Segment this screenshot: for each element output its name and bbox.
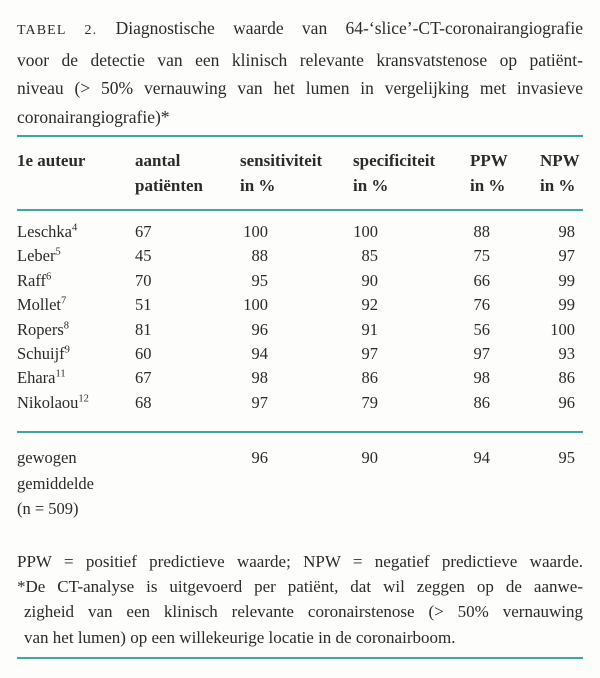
specificity-cell: 79	[361, 392, 379, 412]
column-header-patients: aantal patiënten	[135, 151, 203, 195]
author-cell: Ropers8	[17, 319, 69, 339]
specificity-cell: 97	[361, 344, 379, 364]
column-header-sensitivity: sensitiviteit in %	[240, 151, 323, 195]
table-row: Leber5 45 88 85 75 97	[17, 244, 583, 268]
patients-cell: 70	[135, 270, 152, 290]
table-row: Raff6 70 95 90 66 99	[17, 269, 583, 293]
ppw-cell: 88	[473, 222, 491, 241]
npw-cell: 98	[558, 222, 576, 241]
patients-cell: 51	[135, 295, 152, 315]
author-ref-superscript: 11	[55, 368, 66, 380]
summary-row: gewogen gemiddelde (n = 509) 96 90 94 95	[17, 445, 583, 522]
table-row: Ropers8 81 96 91 56 100	[17, 318, 583, 342]
specificity-cell: 90	[361, 270, 379, 290]
title-line-4: coronairangiografie)*	[17, 106, 170, 127]
author-ref-superscript: 8	[63, 320, 69, 332]
summary-npw-cell: 95	[558, 448, 576, 468]
column-header-author: 1e auteur	[17, 151, 86, 170]
column-header-specificity: specificiteit in %	[353, 151, 436, 195]
title-line-3: niveau (> 50% vernauwing van het lumen i…	[17, 78, 583, 98]
table-number-label: TABEL 2.	[17, 23, 98, 38]
author-cell: Mollet7	[17, 295, 67, 315]
npw-cell: 99	[558, 270, 576, 290]
bottom-rule	[17, 656, 583, 659]
summary-label: gewogen gemiddelde (n = 509)	[17, 448, 94, 519]
title-line-2: voor de detectie van een klinisch releva…	[17, 49, 583, 70]
patients-cell: 60	[135, 344, 152, 364]
sensitivity-cell: 100	[243, 295, 268, 315]
table-row: Leschka4 67 100 100 88 98	[17, 220, 583, 244]
patients-cell: 67	[135, 368, 152, 388]
author-cell: Leber5	[17, 246, 61, 266]
specificity-cell: 85	[361, 246, 379, 266]
header-separator-rule	[17, 209, 583, 211]
specificity-cell: 91	[361, 319, 379, 339]
npw-cell: 100	[550, 319, 575, 339]
summary-section: gewogen gemiddelde (n = 509) 96 90 94 95	[17, 433, 583, 522]
column-header-ppw: PPW in %	[470, 151, 508, 195]
sensitivity-cell: 95	[251, 270, 269, 290]
table-row: Ehara11 67 98 86 98 86	[17, 366, 583, 390]
column-header-npw: NPW in %	[540, 151, 580, 195]
ppw-cell: 86	[473, 392, 491, 412]
author-cell: Leschka4	[17, 222, 78, 241]
patients-cell: 45	[135, 246, 152, 266]
footnote-line-3: zigheid van een klinisch relevante coron…	[24, 602, 583, 622]
author-ref-superscript: 4	[71, 222, 78, 234]
summary-sensitivity-cell: 96	[251, 448, 269, 468]
footnote-line-4: van het lumen) op een willekeurige locat…	[24, 627, 456, 647]
footnote-line-2: *De CT-analyse is uitgevoerd per patiënt…	[17, 577, 583, 597]
ppw-cell: 75	[473, 246, 491, 266]
ppw-cell: 76	[473, 295, 491, 315]
sensitivity-cell: 88	[251, 246, 269, 266]
author-ref-superscript: 9	[64, 344, 70, 356]
table-row: Nikolaou12 68 97 79 86 96	[17, 391, 583, 415]
title-line-1-text: Diagnostische waarde van 64-‘slice’-CT-c…	[115, 18, 583, 38]
ppw-cell: 97	[473, 344, 491, 364]
npw-cell: 99	[558, 295, 576, 315]
patients-cell: 68	[135, 392, 152, 412]
npw-cell: 93	[558, 344, 576, 364]
specificity-cell: 100	[353, 222, 378, 241]
top-rule	[17, 135, 583, 137]
table-row: Mollet7 51 100 92 76 99	[17, 293, 583, 317]
sensitivity-cell: 98	[251, 368, 269, 388]
page: TABEL 2. Diagnostische waarde van 64-‘sl…	[17, 14, 583, 659]
npw-cell: 96	[558, 392, 576, 412]
ppw-cell: 66	[473, 270, 491, 290]
ppw-cell: 98	[473, 368, 491, 388]
table-title: TABEL 2. Diagnostische waarde van 64-‘sl…	[17, 14, 583, 131]
summary-separator-rule	[17, 431, 583, 434]
author-ref-superscript: 7	[61, 295, 67, 307]
author-ref-superscript: 5	[55, 246, 61, 258]
table-body: Leschka4 67 100 100 88 98 Leber5 45 88 8…	[17, 211, 583, 431]
title-line-1: TABEL 2. Diagnostische waarde van 64-‘sl…	[17, 14, 583, 46]
npw-cell: 86	[558, 368, 576, 388]
npw-cell: 97	[558, 246, 576, 266]
ppw-cell: 56	[473, 319, 491, 339]
footnote-line-1: PPW = positief predictieve waarde; NPW =…	[17, 551, 583, 571]
author-cell: Nikolaou12	[17, 392, 89, 412]
author-cell: Ehara11	[17, 368, 66, 388]
specificity-cell: 86	[361, 368, 379, 388]
summary-ppw-cell: 94	[473, 448, 491, 468]
sensitivity-cell: 100	[243, 222, 268, 241]
sensitivity-cell: 96	[251, 319, 269, 339]
patients-cell: 67	[135, 222, 152, 241]
specificity-cell: 92	[361, 295, 379, 315]
author-ref-superscript: 6	[46, 271, 52, 283]
author-ref-superscript: 12	[78, 393, 89, 405]
sensitivity-cell: 94	[251, 344, 269, 364]
summary-specificity-cell: 90	[361, 448, 379, 468]
table-header-row: 1e auteur aantal patiënten sensitiviteit…	[17, 137, 583, 209]
footnotes: PPW = positief predictieve waarde; NPW =…	[17, 549, 583, 650]
patients-cell: 81	[135, 319, 152, 339]
table-row: Schuijf9 60 94 97 97 93	[17, 342, 583, 366]
author-cell: Raff6	[17, 270, 52, 290]
author-cell: Schuijf9	[17, 344, 70, 364]
sensitivity-cell: 97	[251, 392, 269, 412]
